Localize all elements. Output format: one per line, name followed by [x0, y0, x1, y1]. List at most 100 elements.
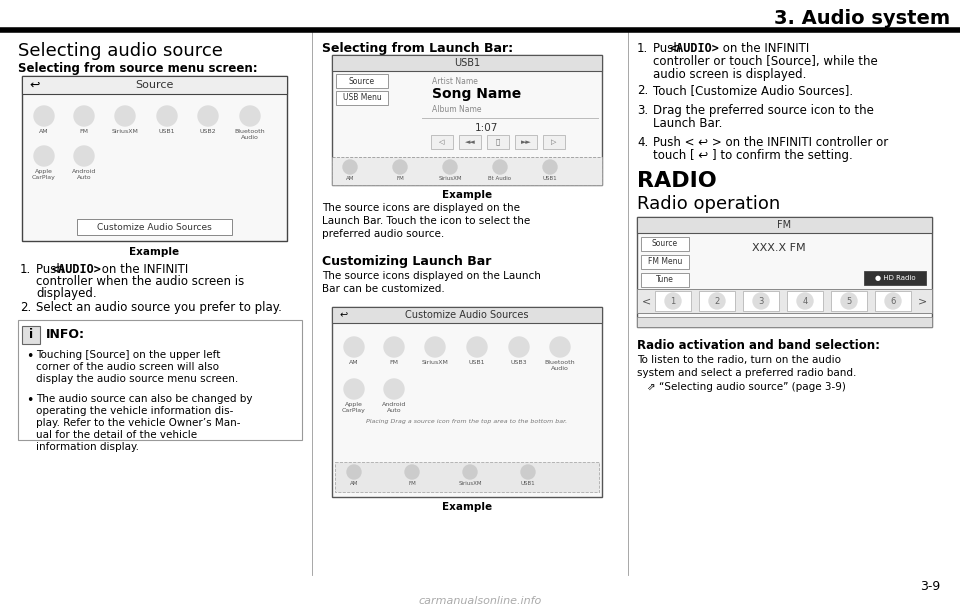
Bar — [22, 76, 287, 241]
Circle shape — [493, 160, 507, 174]
Text: •: • — [26, 394, 34, 407]
Text: Push: Push — [653, 42, 684, 55]
Text: 3.: 3. — [637, 104, 648, 117]
Text: system and select a preferred radio band.: system and select a preferred radio band… — [637, 368, 856, 378]
Text: preferred audio source.: preferred audio source. — [322, 229, 444, 239]
Bar — [22, 326, 40, 344]
Text: ⏸: ⏸ — [496, 139, 500, 145]
Text: Source: Source — [348, 76, 375, 86]
Bar — [487, 135, 509, 149]
Text: 2: 2 — [714, 296, 720, 306]
Text: Android
Auto: Android Auto — [382, 402, 406, 413]
Text: Bt Audio: Bt Audio — [489, 176, 512, 181]
Circle shape — [521, 465, 535, 479]
Text: ⇗ “Selecting audio source” (page 3-9): ⇗ “Selecting audio source” (page 3-9) — [647, 382, 846, 392]
Text: SiriusXM: SiriusXM — [439, 176, 462, 181]
Text: 3-9: 3-9 — [920, 580, 940, 593]
Text: •: • — [26, 350, 34, 363]
Text: <: < — [642, 296, 651, 306]
Text: Example: Example — [442, 190, 492, 200]
Circle shape — [841, 293, 857, 309]
Text: USB1: USB1 — [158, 129, 176, 134]
Circle shape — [463, 465, 477, 479]
Circle shape — [665, 293, 681, 309]
Text: Android
Auto: Android Auto — [72, 169, 96, 180]
Text: AM: AM — [349, 360, 359, 365]
Text: Radio activation and band selection:: Radio activation and band selection: — [637, 339, 880, 352]
Bar — [431, 135, 453, 149]
Circle shape — [34, 146, 54, 166]
Text: 2.: 2. — [20, 301, 32, 314]
Circle shape — [393, 160, 407, 174]
Text: display the audio source menu screen.: display the audio source menu screen. — [36, 374, 238, 384]
Bar — [637, 217, 932, 233]
Text: XXX.X FM: XXX.X FM — [752, 243, 805, 253]
Text: Album Name: Album Name — [432, 105, 482, 114]
Text: 2.: 2. — [637, 84, 648, 97]
Bar — [743, 291, 779, 311]
Text: FM: FM — [80, 129, 88, 134]
Text: SiriusXM: SiriusXM — [421, 360, 448, 365]
Text: AM: AM — [39, 129, 49, 134]
Circle shape — [347, 465, 361, 479]
Text: FM Menu: FM Menu — [648, 257, 683, 266]
Text: Selecting from Launch Bar:: Selecting from Launch Bar: — [322, 42, 514, 55]
Circle shape — [709, 293, 725, 309]
Text: Drag the preferred source icon to the: Drag the preferred source icon to the — [653, 104, 874, 117]
Bar — [641, 255, 689, 269]
Text: Customizing Launch Bar: Customizing Launch Bar — [322, 255, 492, 268]
Text: Bluetooth
Audio: Bluetooth Audio — [234, 129, 265, 140]
Circle shape — [157, 106, 177, 126]
Bar — [332, 55, 602, 185]
Text: 1: 1 — [670, 296, 676, 306]
Circle shape — [550, 337, 570, 357]
Circle shape — [405, 465, 419, 479]
Text: 4: 4 — [803, 296, 807, 306]
Text: USB1: USB1 — [454, 58, 480, 68]
Circle shape — [343, 160, 357, 174]
Text: Touching [Source] on the upper left: Touching [Source] on the upper left — [36, 350, 221, 360]
Text: Selecting audio source: Selecting audio source — [18, 42, 223, 60]
Text: on the INFINITI: on the INFINITI — [719, 42, 809, 55]
Circle shape — [34, 106, 54, 126]
Text: Selecting from source menu screen:: Selecting from source menu screen: — [18, 62, 257, 75]
Text: ↩: ↩ — [29, 78, 39, 92]
Text: Tune: Tune — [656, 276, 674, 285]
Text: USB2: USB2 — [200, 129, 216, 134]
Text: Apple
CarPlay: Apple CarPlay — [342, 402, 366, 413]
Circle shape — [467, 337, 487, 357]
Circle shape — [384, 337, 404, 357]
Bar — [787, 291, 823, 311]
Text: touch [ ↩ ] to confirm the setting.: touch [ ↩ ] to confirm the setting. — [653, 149, 852, 162]
Circle shape — [443, 160, 457, 174]
Circle shape — [885, 293, 901, 309]
Circle shape — [115, 106, 135, 126]
Text: Launch Bar.: Launch Bar. — [653, 117, 722, 130]
Text: Artist Name: Artist Name — [432, 77, 478, 86]
Text: ◁: ◁ — [440, 139, 444, 145]
Text: 3. Audio system: 3. Audio system — [774, 9, 950, 27]
Text: Push < ↩ > on the INFINITI controller or: Push < ↩ > on the INFINITI controller or — [653, 136, 888, 149]
Text: USB1: USB1 — [520, 481, 536, 486]
Text: USB Menu: USB Menu — [343, 93, 381, 103]
Text: Customize Audio Sources: Customize Audio Sources — [97, 222, 211, 232]
Text: SiriusXM: SiriusXM — [111, 129, 138, 134]
Text: corner of the audio screen will also: corner of the audio screen will also — [36, 362, 219, 372]
Text: Radio operation: Radio operation — [637, 195, 780, 213]
Bar — [332, 307, 602, 323]
Text: The audio source can also be changed by: The audio source can also be changed by — [36, 394, 252, 404]
Text: ↩: ↩ — [340, 310, 348, 320]
Circle shape — [543, 160, 557, 174]
Text: ▷: ▷ — [551, 139, 557, 145]
Bar — [336, 91, 388, 105]
Text: FM: FM — [778, 220, 792, 230]
Bar — [332, 157, 602, 185]
Text: controller when the audio screen is: controller when the audio screen is — [36, 275, 244, 288]
Text: ual for the detail of the vehicle: ual for the detail of the vehicle — [36, 430, 197, 440]
Text: To listen to the radio, turn on the audio: To listen to the radio, turn on the audi… — [637, 355, 841, 365]
Text: 4.: 4. — [637, 136, 648, 149]
Text: Select an audio source you prefer to play.: Select an audio source you prefer to pla… — [36, 301, 282, 314]
Text: 1.: 1. — [637, 42, 648, 55]
Text: USB3: USB3 — [511, 360, 527, 365]
Text: Launch Bar. Touch the icon to select the: Launch Bar. Touch the icon to select the — [322, 216, 530, 226]
